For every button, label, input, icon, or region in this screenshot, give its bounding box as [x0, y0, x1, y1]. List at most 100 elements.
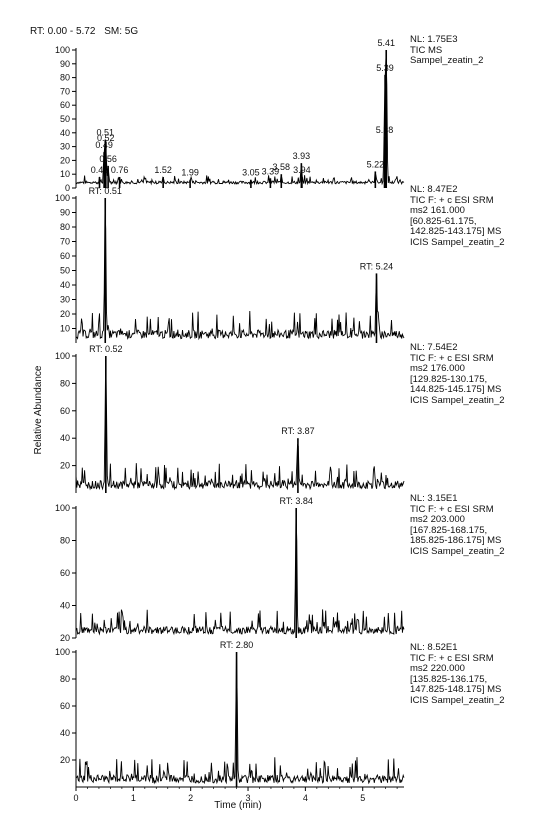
trace-line-4: [75, 652, 405, 785]
y-tick-label-1-7: 80: [60, 222, 70, 232]
trace-annotation-1: NL: 8.47E2 TIC F: + c ESI SRM ms2 161.000[…: [410, 184, 505, 248]
annotation-line: ms2 176.000: [410, 363, 465, 374]
y-tick-label-4-1: 40: [60, 728, 70, 738]
peak-label-0-5: 0.76: [111, 165, 129, 175]
y-tick-label-1-3: 40: [60, 280, 70, 290]
y-tick-label-1-6: 70: [60, 237, 70, 247]
peak-label-1-0: RT: 0.51: [89, 186, 122, 196]
y-tick-label-0-0: 0: [65, 183, 70, 193]
y-tick-label-0-10: 100: [55, 45, 70, 55]
y-tick-label-4-2: 60: [60, 701, 70, 711]
y-tick-label-1-0: 10: [60, 324, 70, 334]
annotation-line: TIC F: + c ESI SRM: [410, 652, 494, 664]
y-tick-label-1-9: 100: [55, 193, 70, 203]
annotation-line: Sampel_zeatin_2: [410, 55, 484, 66]
annotation-line: TIC F: + c ESI SRM: [410, 352, 494, 364]
trace-line-1: [75, 208, 405, 341]
y-tick-label-0-1: 10: [60, 169, 70, 179]
peak-label-0-4: 0.56: [99, 154, 117, 164]
y-tick-label-0-6: 60: [60, 100, 70, 110]
annotation-line: NL: 8.52E1: [410, 642, 458, 653]
x-tick-label-4: 4: [303, 793, 308, 803]
trace-line-2: [75, 356, 405, 491]
y-tick-label-3-2: 60: [60, 568, 70, 578]
y-tick-label-1-8: 90: [60, 208, 70, 218]
peak-label-2-1: RT: 3.87: [281, 426, 314, 436]
annotation-line: ms2 203.000: [410, 514, 465, 525]
annotation-line: 144.825-145.175] MS: [410, 384, 502, 395]
peak-label-0-12: 3.94: [293, 165, 311, 175]
y-tick-label-0-7: 70: [60, 86, 70, 96]
peak-label-1-1: RT: 5.24: [360, 261, 393, 271]
peak-label-0-11: 3.93: [293, 151, 311, 161]
y-tick-label-3-0: 20: [60, 633, 70, 643]
annotation-line: ms2 161.000: [410, 205, 465, 216]
y-tick-label-2-2: 60: [60, 406, 70, 416]
annotation-line: 185.825-186.175] MS: [410, 535, 502, 546]
annotation-line: ICIS Sampel_zeatin_2: [410, 394, 505, 406]
y-tick-label-0-9: 90: [60, 59, 70, 69]
rt-range-label: RT: 0.00 - 5.72: [30, 26, 96, 37]
y-tick-label-4-3: 80: [60, 674, 70, 684]
y-tick-label-1-5: 60: [60, 251, 70, 261]
trace-line-3: [75, 513, 405, 636]
peak-label-0-10: 3.58: [273, 162, 291, 172]
y-tick-label-3-1: 40: [60, 601, 70, 611]
trace-annotation-0: NL: 1.75E3 TIC MS Sampel_zeatin_2: [410, 34, 484, 67]
trace-annotation-3: NL: 3.15E1 TIC F: + c ESI SRM ms2 203.000[…: [410, 493, 505, 557]
x-tick-label-0: 0: [73, 793, 78, 803]
peak-label-0-8: 3.05: [242, 168, 260, 178]
x-tick-label-3: 3: [246, 793, 251, 803]
annotation-line: NL: 3.15E1: [410, 493, 458, 504]
annotation-line: TIC F: + c ESI SRM: [410, 194, 494, 206]
annotation-line: NL: 1.75E3: [410, 34, 458, 45]
y-tick-label-0-4: 40: [60, 128, 70, 138]
annotation-line: NL: 7.54E2: [410, 342, 458, 353]
peak-label-3-0: RT: 3.84: [280, 496, 313, 506]
peak-label-0-3: 0.52: [97, 133, 115, 143]
y-tick-label-1-4: 50: [60, 266, 70, 276]
x-tick-label-5: 5: [360, 793, 365, 803]
annotation-line: ICIS Sampel_zeatin_2: [410, 236, 505, 248]
y-tick-label-4-4: 100: [55, 647, 70, 657]
peak-label-0-9: 3.39: [262, 166, 280, 176]
y-tick-label-0-8: 80: [60, 73, 70, 83]
peak-label-0-1: 0.49: [95, 140, 113, 150]
annotation-line: [60.825-61.175,: [410, 215, 477, 227]
peak-label-0-7: 1.99: [181, 168, 199, 178]
annotation-line: [129.825-130.175,: [410, 373, 488, 385]
y-tick-label-0-3: 30: [60, 142, 70, 152]
peak-label-0-16: 5.41: [377, 38, 395, 48]
smoothing-label: SM: 5G: [104, 26, 139, 37]
trace-line-0: [75, 56, 405, 186]
y-tick-label-2-3: 80: [60, 378, 70, 388]
y-tick-label-1-1: 20: [60, 309, 70, 319]
y-tick-label-3-4: 100: [55, 503, 70, 513]
y-tick-label-4-0: 20: [60, 755, 70, 765]
annotation-line: NL: 8.47E2: [410, 184, 458, 195]
peak-label-2-0: RT: 0.52: [89, 344, 122, 354]
annotation-line: 147.825-148.175] MS: [410, 684, 502, 695]
y-tick-label-1-2: 30: [60, 295, 70, 305]
peak-label-0-6: 1.52: [154, 165, 172, 175]
trace-annotation-4: NL: 8.52E1 TIC F: + c ESI SRM ms2 220.000[…: [410, 642, 505, 706]
annotation-line: 142.825-143.175] MS: [410, 226, 502, 237]
y-tick-label-0-5: 50: [60, 114, 70, 124]
annotation-line: [167.825-168.175,: [410, 524, 488, 536]
y-tick-label-3-3: 80: [60, 536, 70, 546]
annotation-line: ICIS Sampel_zeatin_2: [410, 694, 505, 706]
x-tick-label-1: 1: [131, 793, 136, 803]
annotation-line: ICIS Sampel_zeatin_2: [410, 545, 505, 557]
y-tick-label-2-0: 20: [60, 461, 70, 471]
annotation-line: TIC MS: [410, 44, 443, 56]
x-tick-label-2: 2: [188, 793, 193, 803]
x-axis-label: Time (min): [214, 800, 261, 811]
trace-annotation-2: NL: 7.54E2 TIC F: + c ESI SRM ms2 176.000[…: [410, 342, 505, 406]
y-axis-label: Relative Abundance: [33, 365, 44, 454]
chromatogram-header: RT: 0.00 - 5.72 SM: 5G: [30, 26, 144, 37]
peak-label-0-15: 5.39: [376, 63, 394, 73]
peak-label-0-13: 5.22: [367, 159, 385, 169]
y-tick-label-0-2: 20: [60, 155, 70, 165]
y-tick-label-2-1: 40: [60, 433, 70, 443]
